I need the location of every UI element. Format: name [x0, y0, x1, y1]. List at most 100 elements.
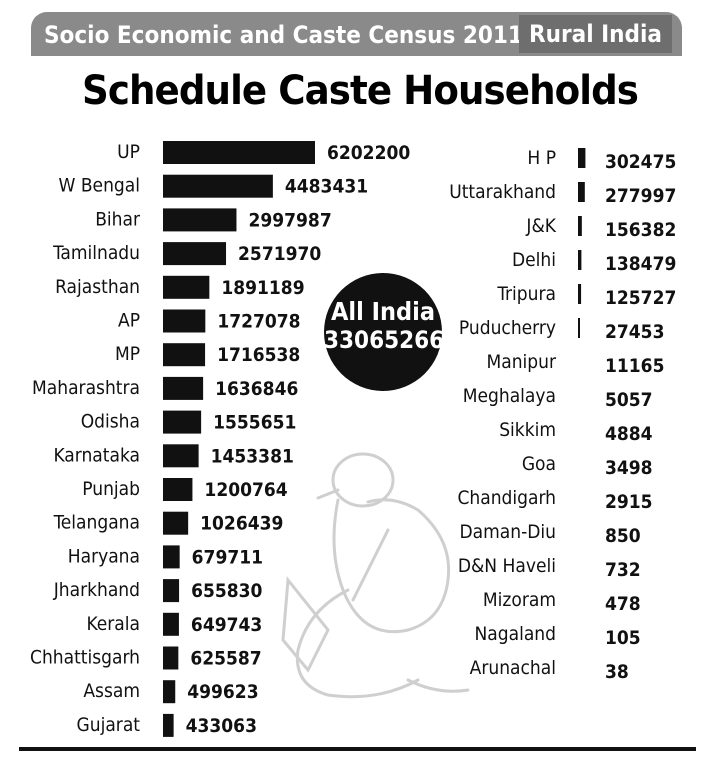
bar-tripura	[578, 284, 582, 304]
label-nagaland: Nagaland	[474, 623, 556, 645]
value-meghalaya: 5057	[605, 389, 653, 411]
label-arunachal: Arunachal	[470, 657, 556, 679]
label-sikkim: Sikkim	[499, 419, 556, 441]
label-tripura: Tripura	[496, 283, 556, 305]
header-banner: Socio Economic and Caste Census 2011 Rur…	[31, 12, 682, 56]
farmer-illustration	[281, 452, 470, 699]
bar-jharkhand	[163, 579, 180, 603]
bar-jandk	[578, 216, 582, 236]
bar-telangana	[163, 511, 189, 535]
bar-haryana	[163, 545, 180, 569]
chart-marks: UP 6202200 W Bengal 4483431 Bihar 2997987 Tami…	[30, 141, 676, 737]
banner-title: Socio Economic and Caste Census 2011	[44, 21, 523, 49]
label-chhattisgarh: Chhattisgarh	[30, 647, 140, 669]
value-nagaland: 105	[605, 627, 641, 649]
label-tamilnadu: Tamilnadu	[52, 242, 140, 264]
headline: Schedule Caste Households	[82, 68, 639, 114]
bar-up	[163, 141, 315, 164]
bar-w-bengal	[163, 174, 273, 198]
bar-gujarat	[163, 713, 174, 737]
value-w-bengal: 4483431	[285, 176, 368, 198]
value-daman-diu: 850	[605, 525, 641, 547]
bar-ap	[163, 309, 206, 333]
value-karnataka: 1453381	[211, 445, 294, 467]
label-punjab: Punjab	[82, 478, 140, 500]
bar-odisha	[163, 410, 202, 434]
label-up: UP	[117, 141, 140, 163]
bar-mp	[163, 343, 206, 367]
label-assam: Assam	[83, 680, 140, 702]
value-dandn-haveli: 732	[605, 559, 641, 581]
value-h-p: 302475	[605, 151, 676, 173]
all-india-total-badge: All India 33065266	[324, 273, 445, 391]
bar-rajasthan	[163, 275, 210, 299]
label-karnataka: Karnataka	[53, 444, 140, 466]
label-daman-diu: Daman-Diu	[459, 521, 556, 543]
value-odisha: 1555651	[213, 412, 296, 434]
bar-puducherry	[578, 318, 580, 338]
label-jharkhand: Jharkhand	[53, 579, 140, 601]
label-mizoram: Mizoram	[483, 589, 556, 611]
label-kerala: Kerala	[86, 613, 140, 635]
value-mp: 1716538	[217, 344, 300, 366]
value-mizoram: 478	[605, 593, 641, 615]
value-kerala: 649743	[191, 614, 262, 636]
label-manipur: Manipur	[486, 351, 557, 373]
label-bihar: Bihar	[95, 208, 141, 230]
value-ap: 1727078	[217, 311, 300, 333]
label-chandigarh: Chandigarh	[457, 487, 556, 509]
label-ap: AP	[118, 310, 140, 332]
value-assam: 499623	[187, 681, 258, 703]
label-w-bengal: W Bengal	[59, 175, 141, 197]
value-gujarat: 433063	[186, 715, 257, 737]
label-delhi: Delhi	[512, 249, 556, 271]
value-up: 6202200	[327, 142, 410, 164]
label-h-p: H P	[527, 147, 556, 169]
value-punjab: 1200764	[204, 479, 287, 501]
all-india-value: 33065266	[324, 326, 445, 354]
label-mp: MP	[115, 343, 140, 365]
value-arunachal: 38	[605, 661, 629, 683]
value-uttarakhand: 277997	[605, 185, 676, 207]
value-chandigarh: 2915	[605, 491, 653, 513]
bar-uttarakhand	[578, 182, 585, 202]
value-tamilnadu: 2571970	[238, 243, 321, 265]
all-india-label: All India	[331, 297, 435, 326]
bar-punjab	[163, 478, 193, 501]
value-delhi: 138479	[605, 253, 676, 275]
value-jharkhand: 655830	[191, 580, 262, 602]
value-goa: 3498	[605, 457, 653, 479]
bar-delhi	[578, 250, 582, 270]
label-puducherry: Puducherry	[459, 317, 556, 339]
bar-chhattisgarh	[163, 646, 179, 670]
label-jandk: J&K	[525, 215, 556, 237]
value-puducherry: 27453	[605, 321, 664, 343]
bar-bihar	[163, 208, 237, 232]
label-gujarat: Gujarat	[76, 714, 140, 736]
value-haryana: 679711	[192, 546, 263, 568]
value-sikkim: 4884	[605, 423, 653, 445]
bar-tamilnadu	[163, 242, 227, 266]
bar-kerala	[163, 612, 179, 636]
label-maharashtra: Maharashtra	[32, 377, 140, 399]
bar-maharashtra	[163, 376, 204, 400]
banner-subtitle: Rural India	[519, 15, 672, 53]
bar-assam	[163, 680, 176, 704]
label-haryana: Haryana	[68, 545, 140, 567]
label-rajasthan: Rajasthan	[55, 276, 140, 298]
label-odisha: Odisha	[81, 411, 140, 433]
value-manipur: 11165	[605, 355, 664, 377]
bar-h-p	[578, 148, 586, 168]
label-dandn-haveli: D&N Haveli	[458, 555, 556, 577]
value-rajasthan: 1891189	[221, 277, 304, 299]
label-meghalaya: Meghalaya	[463, 385, 556, 407]
value-telangana: 1026439	[200, 513, 283, 535]
value-tripura: 125727	[605, 287, 676, 309]
value-chhattisgarh: 625587	[190, 648, 261, 670]
label-goa: Goa	[522, 453, 556, 475]
bar-karnataka	[163, 444, 199, 468]
label-telangana: Telangana	[53, 512, 140, 534]
value-bihar: 2997987	[248, 209, 331, 231]
value-jandk: 156382	[605, 219, 676, 241]
